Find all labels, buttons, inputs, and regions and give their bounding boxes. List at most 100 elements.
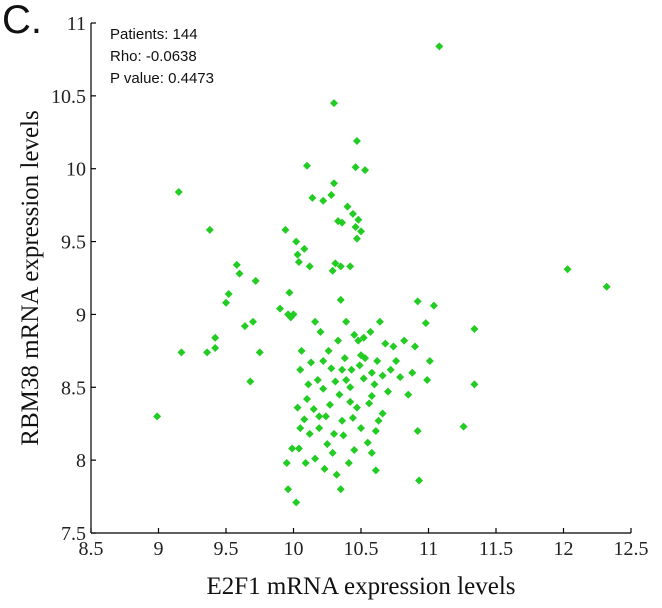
data-point xyxy=(311,317,320,326)
data-point xyxy=(336,295,345,304)
x-tick-label: 11 xyxy=(419,538,438,560)
y-tick-label: 10.5 xyxy=(51,86,86,108)
data-point xyxy=(240,322,249,331)
data-point xyxy=(315,412,324,421)
data-point xyxy=(342,317,351,326)
data-point xyxy=(346,383,355,392)
data-point xyxy=(340,354,349,363)
data-point xyxy=(386,365,395,374)
data-point xyxy=(470,380,479,389)
data-point xyxy=(421,319,430,328)
axes xyxy=(90,22,632,534)
data-point xyxy=(367,392,376,401)
y-tick-label: 9 xyxy=(76,304,86,326)
data-point xyxy=(292,237,301,246)
data-point xyxy=(320,464,329,473)
data-point xyxy=(307,358,316,367)
data-point xyxy=(319,357,328,366)
data-point xyxy=(348,209,357,218)
data-point xyxy=(319,196,328,205)
data-point xyxy=(293,250,302,259)
data-point xyxy=(174,188,183,197)
stats-annotation: Patients: 144 xyxy=(110,26,198,43)
panel-label: C. xyxy=(2,0,42,42)
data-point xyxy=(325,400,334,409)
data-point xyxy=(315,424,324,433)
data-point xyxy=(330,429,338,438)
data-point xyxy=(222,298,230,307)
data-point xyxy=(334,336,343,345)
data-points xyxy=(153,42,611,507)
data-point xyxy=(332,470,341,479)
data-point xyxy=(289,310,298,319)
data-point xyxy=(352,403,361,412)
y-tick-label: 10 xyxy=(66,159,86,181)
data-point xyxy=(316,327,325,336)
data-point xyxy=(378,371,387,380)
data-point xyxy=(305,262,314,271)
data-point xyxy=(354,215,363,224)
data-point xyxy=(348,413,357,422)
data-point xyxy=(153,412,162,421)
x-axis-title: E2F1 mRNA expression levels xyxy=(206,573,515,600)
data-point xyxy=(203,348,212,357)
data-point xyxy=(328,266,337,275)
data-point xyxy=(336,262,345,271)
data-point xyxy=(308,193,317,202)
data-point xyxy=(365,399,374,408)
data-point xyxy=(296,365,305,374)
data-point xyxy=(411,342,419,351)
data-point xyxy=(384,387,392,396)
data-point xyxy=(363,438,372,447)
data-point xyxy=(324,346,333,355)
data-point xyxy=(343,202,352,211)
data-point xyxy=(276,304,284,313)
data-point xyxy=(301,459,310,468)
data-point xyxy=(211,343,220,352)
data-point xyxy=(346,397,355,406)
data-point xyxy=(359,333,368,342)
data-point xyxy=(249,317,257,326)
x-tick-label: 8.5 xyxy=(79,538,104,560)
data-point xyxy=(235,269,244,278)
x-tick-label: 12.5 xyxy=(614,538,649,560)
data-point xyxy=(335,390,344,399)
data-point xyxy=(255,348,264,357)
data-point xyxy=(357,424,365,433)
y-tick-label: 7.5 xyxy=(61,523,86,545)
data-point xyxy=(375,317,384,326)
data-point xyxy=(177,348,186,357)
data-point xyxy=(251,276,260,285)
data-point xyxy=(285,288,294,297)
data-point xyxy=(338,218,347,227)
data-point xyxy=(357,227,365,236)
data-point xyxy=(350,445,359,454)
data-point xyxy=(352,234,361,243)
data-point xyxy=(378,409,387,418)
data-point xyxy=(415,476,424,485)
data-point xyxy=(330,99,338,108)
data-point xyxy=(293,403,302,412)
data-point xyxy=(347,365,356,374)
data-point xyxy=(355,361,364,370)
data-point xyxy=(366,327,375,336)
data-point xyxy=(404,390,413,399)
data-point xyxy=(346,262,355,271)
data-point xyxy=(309,405,318,414)
data-point xyxy=(367,448,376,457)
data-point xyxy=(338,416,347,425)
data-point xyxy=(367,368,376,377)
data-point xyxy=(400,336,409,345)
data-point xyxy=(300,244,309,253)
x-tick-label: 11.5 xyxy=(479,538,513,560)
data-point xyxy=(408,368,417,377)
data-point xyxy=(282,459,291,468)
data-point xyxy=(351,163,360,172)
data-point xyxy=(338,365,347,374)
data-point xyxy=(232,260,241,269)
data-point xyxy=(413,297,422,306)
data-point xyxy=(294,444,303,453)
data-point xyxy=(429,301,438,310)
data-point xyxy=(389,342,398,351)
